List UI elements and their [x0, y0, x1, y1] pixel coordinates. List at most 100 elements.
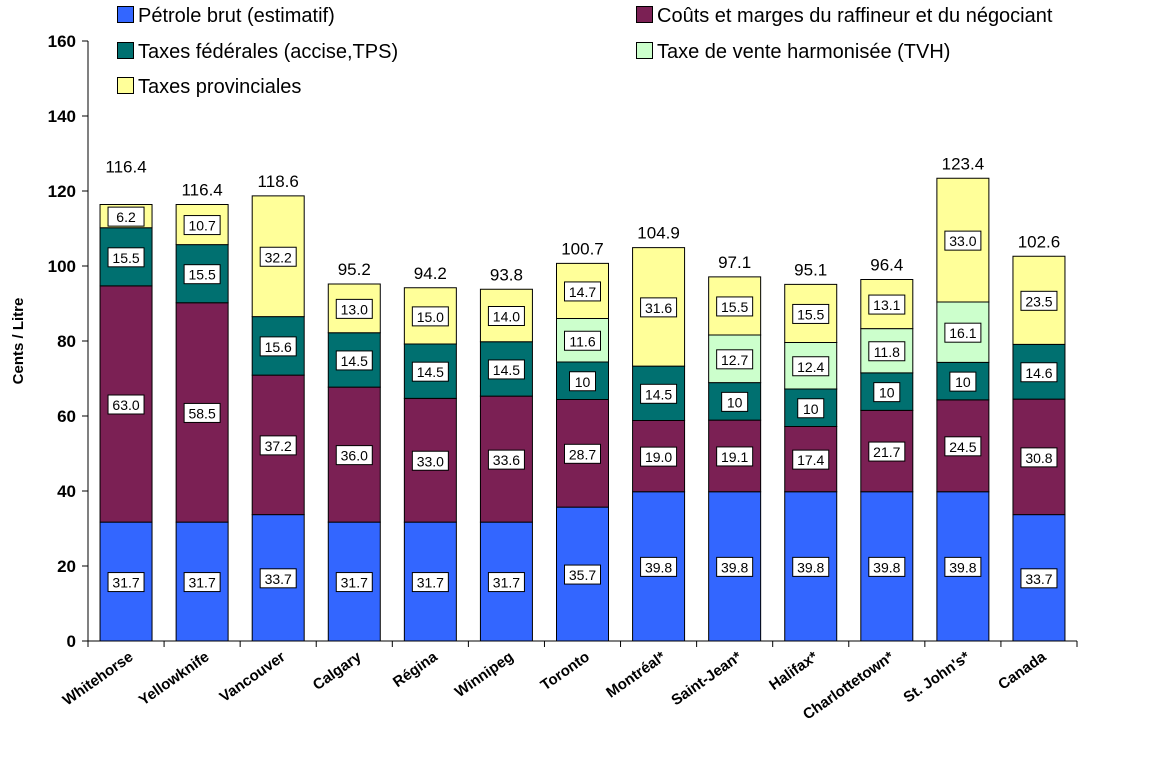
data-label-box — [868, 341, 906, 362]
data-label: 58.5 — [188, 405, 215, 421]
total-label: 95.2 — [338, 260, 371, 279]
data-label: 33.6 — [493, 452, 520, 468]
x-tick-label: Saint-Jean* — [668, 648, 745, 709]
x-tick-label: Whitehorse — [60, 648, 137, 709]
data-label-box — [487, 306, 525, 326]
data-label: 15.5 — [721, 299, 748, 315]
data-label-box — [564, 330, 601, 351]
data-label: 12.4 — [797, 359, 824, 375]
legend-label: Pétrole brut (estimatif) — [138, 5, 335, 27]
data-label: 10 — [575, 374, 591, 390]
data-label: 17.4 — [797, 452, 824, 468]
legend-label: Coûts et marges du raffineur et du négoc… — [657, 5, 1053, 27]
data-label: 14.5 — [341, 353, 368, 369]
legend-item: Taxes fédérales (accise,TPS) — [117, 41, 398, 64]
total-label: 100.7 — [561, 239, 604, 258]
data-label: 31.7 — [493, 575, 520, 591]
data-label: 15.5 — [112, 250, 139, 266]
total-label: 118.6 — [258, 172, 299, 191]
data-label: 39.8 — [949, 559, 976, 575]
data-label: 31.7 — [417, 575, 444, 591]
data-label: 33.0 — [417, 453, 444, 469]
legend-label: Taxe de vente harmonisée (TVH) — [657, 41, 951, 63]
data-label: 19.1 — [721, 449, 748, 465]
data-label-box — [868, 294, 906, 315]
total-label: 97.1 — [718, 253, 751, 272]
x-tick-label: Régina — [390, 648, 441, 691]
y-tick-label: 160 — [48, 32, 76, 51]
data-label-box — [640, 556, 678, 577]
data-label: 33.7 — [1025, 571, 1052, 587]
y-tick-label: 0 — [67, 632, 76, 651]
total-label: 93.8 — [490, 265, 523, 284]
data-label: 10 — [727, 394, 743, 410]
y-tick-label: 60 — [57, 407, 76, 426]
data-label-box — [1020, 362, 1058, 383]
data-label: 11.6 — [569, 333, 595, 349]
data-label-box — [183, 572, 221, 593]
data-label: 19.0 — [645, 449, 672, 465]
data-label-box — [183, 402, 221, 423]
data-label: 28.7 — [569, 446, 596, 462]
data-label: 39.8 — [797, 559, 824, 575]
data-label-box — [183, 264, 221, 285]
data-label-box — [944, 436, 982, 457]
data-label-box — [640, 446, 678, 467]
data-label-box — [107, 247, 145, 268]
data-label: 31.6 — [645, 300, 672, 316]
total-label: 104.9 — [637, 224, 680, 243]
x-tick-label: Canada — [995, 648, 1050, 693]
data-label: 14.5 — [645, 386, 672, 402]
data-label: 14.0 — [493, 309, 520, 325]
data-label: 16.1 — [949, 325, 976, 341]
data-label: 30.8 — [1025, 450, 1052, 466]
legend-item: Coûts et marges du raffineur et du négoc… — [636, 5, 1052, 28]
data-label-box — [487, 572, 525, 593]
x-tick-label: Montréal* — [603, 648, 669, 701]
data-label-box — [640, 297, 678, 318]
x-tick-label: Vancouver — [217, 648, 289, 706]
data-label: 6.2 — [116, 209, 136, 225]
x-tick-label: Toronto — [538, 648, 593, 694]
data-label: 13.0 — [341, 301, 368, 317]
data-label-box — [640, 383, 678, 404]
data-label: 35.7 — [569, 567, 596, 583]
legend-label: Taxes fédérales (accise,TPS) — [138, 41, 399, 63]
data-label: 31.7 — [341, 575, 368, 591]
data-label-box — [107, 206, 145, 227]
data-label: 10.7 — [188, 218, 215, 234]
data-label-box — [335, 350, 373, 371]
data-label-box — [949, 371, 977, 392]
data-label-box — [487, 449, 525, 470]
y-tick-label: 100 — [48, 257, 76, 276]
data-label-box — [335, 298, 373, 319]
data-label: 37.2 — [265, 438, 292, 454]
data-label-box — [1020, 568, 1058, 589]
data-label: 31.7 — [188, 575, 215, 591]
data-label-box — [259, 568, 297, 589]
total-label: 95.1 — [794, 260, 827, 279]
total-label: 116.4 — [105, 158, 146, 177]
data-label-box — [868, 441, 906, 462]
data-label-box — [716, 296, 754, 317]
data-label: 10 — [803, 401, 819, 417]
data-label-box — [107, 394, 145, 415]
legend-item: Taxe de vente harmonisée (TVH) — [636, 41, 950, 64]
x-tick-label: St. John's* — [900, 648, 973, 706]
legend-swatch — [117, 42, 134, 59]
data-label-box — [335, 572, 373, 593]
data-label-box — [797, 398, 825, 419]
data-label-box — [487, 359, 525, 380]
data-label-box — [944, 322, 982, 343]
total-label: 116.4 — [181, 181, 222, 200]
data-label: 39.8 — [645, 559, 672, 575]
data-label-box — [1020, 447, 1058, 468]
data-label: 11.8 — [874, 344, 900, 360]
data-label: 14.6 — [1025, 365, 1052, 381]
data-label-box — [107, 572, 145, 593]
legend-swatch — [636, 6, 653, 23]
data-label-box — [259, 246, 297, 267]
data-label-box — [868, 556, 906, 577]
data-label: 10 — [955, 374, 971, 390]
data-label-box — [564, 443, 601, 464]
